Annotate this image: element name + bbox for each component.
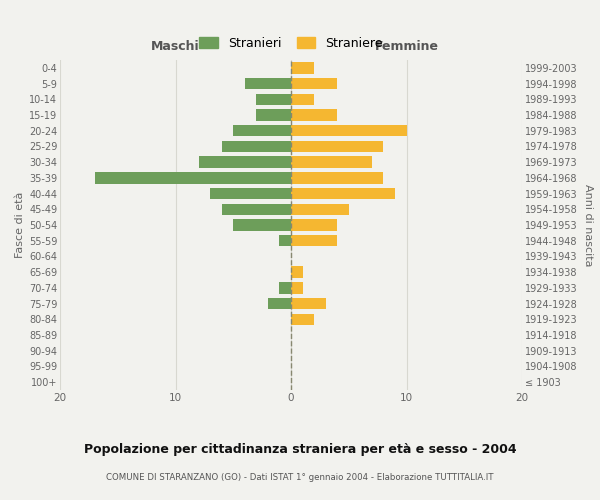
Y-axis label: Fasce di età: Fasce di età bbox=[14, 192, 25, 258]
Bar bbox=[199, 156, 291, 168]
Bar bbox=[268, 298, 291, 309]
Text: Maschi: Maschi bbox=[151, 40, 200, 54]
Bar bbox=[210, 188, 291, 199]
Text: Popolazione per cittadinanza straniera per età e sesso - 2004: Popolazione per cittadinanza straniera p… bbox=[83, 442, 517, 456]
Bar bbox=[291, 282, 302, 294]
Bar bbox=[256, 110, 291, 120]
Bar bbox=[280, 282, 291, 294]
Bar bbox=[233, 220, 291, 230]
Bar bbox=[245, 78, 291, 89]
Bar bbox=[291, 204, 349, 215]
Bar bbox=[291, 125, 407, 136]
Bar bbox=[291, 220, 337, 230]
Bar bbox=[291, 94, 314, 105]
Bar bbox=[291, 141, 383, 152]
Text: Femmine: Femmine bbox=[374, 40, 439, 54]
Bar bbox=[291, 156, 372, 168]
Bar bbox=[291, 314, 314, 325]
Text: COMUNE DI STARANZANO (GO) - Dati ISTAT 1° gennaio 2004 - Elaborazione TUTTITALIA: COMUNE DI STARANZANO (GO) - Dati ISTAT 1… bbox=[106, 472, 494, 482]
Bar bbox=[222, 141, 291, 152]
Bar bbox=[291, 266, 302, 278]
Bar bbox=[280, 235, 291, 246]
Bar bbox=[222, 204, 291, 215]
Bar bbox=[95, 172, 291, 184]
Bar bbox=[291, 298, 326, 309]
Bar bbox=[291, 235, 337, 246]
Legend: Stranieri, Straniere: Stranieri, Straniere bbox=[196, 33, 386, 54]
Bar bbox=[291, 172, 383, 184]
Bar bbox=[291, 188, 395, 199]
Y-axis label: Anni di nascita: Anni di nascita bbox=[583, 184, 593, 266]
Bar bbox=[291, 110, 337, 120]
Bar bbox=[256, 94, 291, 105]
Bar bbox=[233, 125, 291, 136]
Bar bbox=[291, 62, 314, 74]
Bar bbox=[291, 78, 337, 89]
